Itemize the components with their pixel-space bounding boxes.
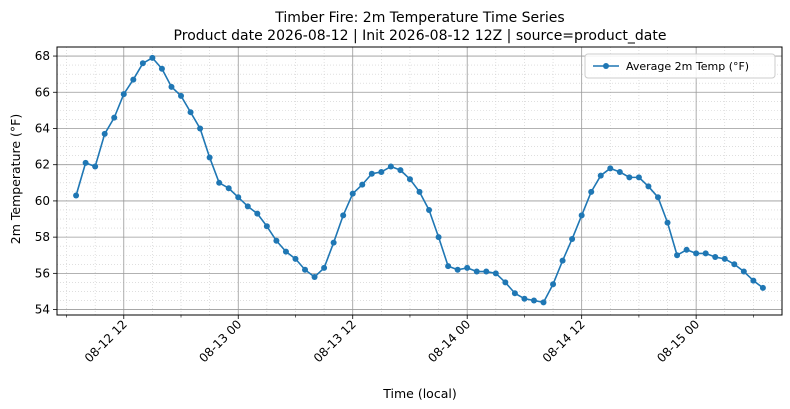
data-point	[664, 219, 671, 226]
data-point	[359, 181, 366, 188]
data-point	[635, 174, 642, 181]
data-point	[473, 268, 480, 275]
data-point	[282, 248, 289, 255]
data-point	[435, 234, 442, 241]
legend-box	[584, 53, 776, 79]
data-point	[378, 168, 385, 175]
data-point	[702, 250, 709, 257]
data-point	[187, 109, 194, 116]
y-tick-label: 64	[35, 121, 50, 135]
legend-marker	[603, 63, 609, 69]
data-point	[302, 266, 309, 273]
data-point	[750, 277, 757, 284]
plot-frame	[56, 46, 783, 316]
data-point	[244, 203, 251, 210]
data-point	[426, 206, 433, 213]
data-point	[330, 239, 337, 246]
data-point	[540, 299, 547, 306]
data-point	[616, 168, 623, 175]
data-point	[311, 273, 318, 280]
data-point	[550, 281, 557, 288]
data-point	[454, 266, 461, 273]
y-tick-label: 56	[35, 266, 50, 280]
data-point	[740, 268, 747, 275]
data-point	[254, 210, 261, 217]
data-point	[693, 250, 700, 257]
data-point	[492, 270, 499, 277]
data-point	[130, 76, 137, 83]
data-point	[712, 254, 719, 261]
data-point	[73, 192, 80, 199]
data-point	[521, 295, 528, 302]
y-tick-label: 54	[35, 303, 50, 317]
data-point	[178, 92, 185, 99]
data-point	[578, 212, 585, 219]
data-point	[654, 194, 661, 201]
data-point	[168, 83, 175, 90]
data-point	[235, 194, 242, 201]
legend-label: Average 2m Temp (°F)	[626, 60, 749, 73]
data-point	[645, 183, 652, 190]
data-point	[721, 255, 728, 262]
y-tick-label: 66	[35, 85, 50, 99]
data-point	[597, 172, 604, 179]
data-point	[82, 159, 89, 166]
data-point	[569, 235, 576, 242]
data-point	[139, 60, 146, 67]
data-point	[464, 264, 471, 271]
data-point	[406, 176, 413, 183]
data-point	[263, 223, 270, 230]
y-axis-label: 2m Temperature (°F)	[8, 114, 23, 244]
data-point	[225, 185, 232, 192]
data-point	[530, 297, 537, 304]
data-point	[683, 246, 690, 253]
chart-title: Timber Fire: 2m Temperature Time Series	[274, 10, 564, 26]
data-point	[759, 284, 766, 291]
data-point	[349, 190, 356, 197]
data-point	[674, 252, 681, 259]
data-point	[111, 114, 118, 121]
data-point	[502, 279, 509, 286]
x-axis-label: Time (local)	[382, 386, 456, 401]
data-point	[321, 264, 328, 271]
y-tick-label: 60	[35, 194, 50, 208]
y-tick-label: 62	[35, 158, 50, 172]
data-point	[273, 237, 280, 244]
data-point	[368, 170, 375, 177]
data-point	[607, 165, 614, 172]
data-point	[340, 212, 347, 219]
chart-subtitle: Product date 2026-08-12 | Init 2026-08-1…	[174, 28, 667, 44]
data-point	[588, 188, 595, 195]
data-point	[101, 130, 108, 137]
data-point	[387, 163, 394, 170]
data-point	[483, 268, 490, 275]
data-point	[120, 91, 127, 98]
data-point	[445, 263, 452, 270]
y-tick-label: 58	[35, 230, 50, 244]
data-point	[292, 255, 299, 262]
data-point	[149, 54, 156, 61]
data-point	[559, 257, 566, 264]
data-point	[416, 188, 423, 195]
data-point	[731, 261, 738, 268]
data-point	[197, 125, 204, 132]
data-point	[92, 163, 99, 170]
y-tick-label: 68	[35, 49, 50, 63]
data-point	[626, 174, 633, 181]
data-point	[216, 179, 223, 186]
data-point	[158, 65, 165, 72]
data-point	[206, 154, 213, 161]
data-point	[397, 167, 404, 174]
data-point	[511, 290, 518, 297]
